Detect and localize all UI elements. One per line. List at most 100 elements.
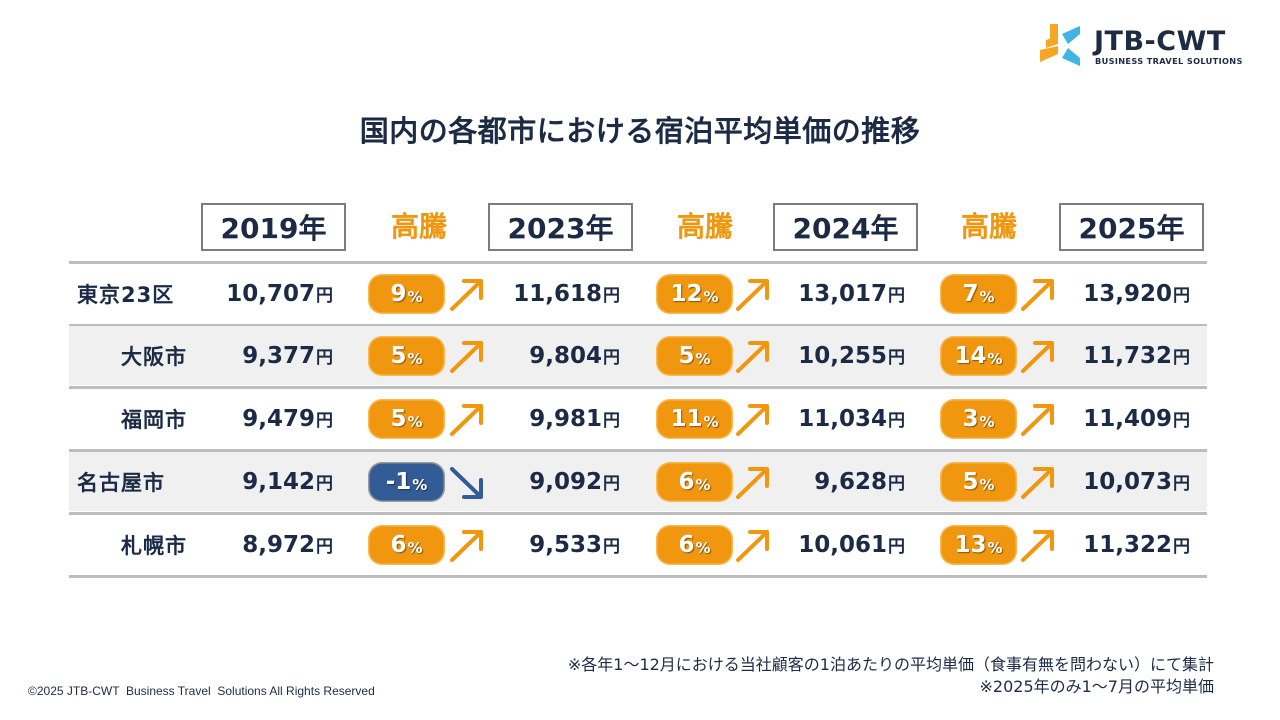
currency-unit: 円: [1173, 286, 1190, 306]
currency-unit: 円: [1173, 537, 1190, 557]
price-value: 11,034: [798, 405, 887, 432]
currency-unit: 円: [888, 348, 905, 368]
currency-unit: 円: [316, 348, 333, 368]
surge-label-1: 高騰: [390, 210, 447, 243]
arrow-up-right-icon: [1019, 339, 1057, 375]
change-value: 13: [954, 532, 987, 558]
change-value: -1: [385, 469, 412, 495]
year-header-2023: 2023年: [488, 203, 633, 251]
price-cell: 11,618 円: [470, 264, 620, 323]
logo-mark-icon: [1040, 24, 1080, 66]
table-rule: [69, 512, 1207, 515]
currency-unit: 円: [888, 474, 905, 494]
currency-unit: 円: [603, 537, 620, 557]
surge-label-2: 高騰: [676, 210, 733, 243]
arrow-up-right-icon: [448, 528, 486, 564]
city-name: 東京23区: [77, 282, 175, 307]
footnote-1: ※各年1～12月における当社顧客の1泊あたりの平均単価（食事有無を問わない）にて…: [567, 655, 1214, 674]
change-badge-up: 5%: [940, 462, 1017, 502]
percent-unit: %: [412, 475, 428, 494]
table-row: 名古屋市 9,142 円 9,092 円 9,628 円 10,073 円 -1% 6% 5%: [69, 452, 1207, 511]
percent-unit: %: [987, 349, 1003, 368]
arrow-up-right-icon: [734, 528, 772, 564]
price-value: 11,732: [1083, 342, 1172, 369]
currency-unit: 円: [316, 474, 333, 494]
change-value: 5: [390, 406, 407, 432]
change-value: 3: [962, 406, 979, 432]
currency-unit: 円: [1173, 348, 1190, 368]
price-value: 11,322: [1083, 531, 1172, 558]
table-rule: [69, 324, 1207, 327]
currency-unit: 円: [1173, 474, 1190, 494]
change-value: 6: [390, 532, 407, 558]
price-value: 9,981: [529, 405, 602, 432]
price-value: 11,618: [513, 280, 602, 307]
change-value: 6: [678, 532, 695, 558]
arrow-up-right-icon: [1019, 402, 1057, 438]
currency-unit: 円: [888, 286, 905, 306]
price-value: 8,972: [242, 531, 315, 558]
change-badge-up: 14%: [940, 336, 1017, 376]
change-badge-up: 6%: [656, 525, 733, 565]
percent-unit: %: [703, 287, 719, 306]
price-cell: 11,732 円: [1040, 326, 1190, 385]
arrow-up-right-icon: [734, 465, 772, 501]
table-row: 福岡市 9,479 円 9,981 円 11,034 円 11,409 円 5% 11% 3%: [69, 389, 1207, 448]
city-name: 名古屋市: [77, 470, 165, 495]
arrow-up-right-icon: [734, 402, 772, 438]
change-badge-down: -1%: [368, 462, 445, 502]
change-badge-up: 11%: [656, 399, 733, 439]
change-value: 5: [390, 343, 407, 369]
table-rule: [69, 575, 1207, 578]
company-logo: JTB-CWT BUSINESS TRAVEL SOLUTIONS: [1036, 22, 1251, 72]
page-title: 国内の各都市における宿泊平均単価の推移: [359, 114, 921, 148]
price-value: 9,628: [814, 468, 887, 495]
percent-unit: %: [979, 287, 995, 306]
currency-unit: 円: [888, 537, 905, 557]
currency-unit: 円: [316, 286, 333, 306]
price-cell: 8,972 円: [183, 515, 333, 574]
arrow-up-right-icon: [1019, 277, 1057, 313]
table-row: 大阪市 9,377 円 9,804 円 10,255 円 11,732 円 5% 5% 14%: [69, 326, 1207, 385]
year-header-2019: 2019年: [201, 203, 346, 251]
change-value: 14: [954, 343, 987, 369]
price-value: 9,804: [529, 342, 602, 369]
price-value: 10,073: [1083, 468, 1172, 495]
currency-unit: 円: [603, 474, 620, 494]
currency-unit: 円: [603, 411, 620, 431]
currency-unit: 円: [316, 411, 333, 431]
price-value: 13,017: [798, 280, 887, 307]
city-name: 福岡市: [121, 407, 187, 432]
price-value: 9,092: [529, 468, 602, 495]
percent-unit: %: [407, 538, 423, 557]
city-name: 札幌市: [121, 533, 187, 558]
change-badge-up: 6%: [656, 462, 733, 502]
currency-unit: 円: [603, 348, 620, 368]
currency-unit: 円: [603, 286, 620, 306]
price-cell: 11,034 円: [755, 389, 905, 448]
footnote-2: ※2025年のみ1～7月の平均単価: [979, 677, 1215, 696]
percent-unit: %: [407, 412, 423, 431]
change-badge-up: 12%: [656, 274, 733, 314]
currency-unit: 円: [316, 537, 333, 557]
price-value: 9,479: [242, 405, 315, 432]
change-badge-up: 3%: [940, 399, 1017, 439]
copyright-text: ©2025 JTB-CWT Business Travel Solutions …: [28, 684, 375, 698]
change-value: 11: [670, 406, 703, 432]
logo-tagline: BUSINESS TRAVEL SOLUTIONS: [1095, 56, 1243, 66]
price-value: 10,061: [798, 531, 887, 558]
price-cell: 10,061 円: [755, 515, 905, 574]
price-cell: 9,628 円: [755, 452, 905, 511]
table-rule: [69, 449, 1207, 452]
percent-unit: %: [979, 412, 995, 431]
change-badge-up: 7%: [940, 274, 1017, 314]
percent-unit: %: [695, 349, 711, 368]
price-value: 10,707: [226, 280, 315, 307]
price-value: 11,409: [1083, 405, 1172, 432]
arrow-up-right-icon: [448, 339, 486, 375]
arrow-up-right-icon: [1019, 465, 1057, 501]
city-name: 大阪市: [121, 344, 187, 369]
price-cell: 9,377 円: [183, 326, 333, 385]
price-value: 9,142: [242, 468, 315, 495]
change-value: 12: [670, 281, 703, 307]
